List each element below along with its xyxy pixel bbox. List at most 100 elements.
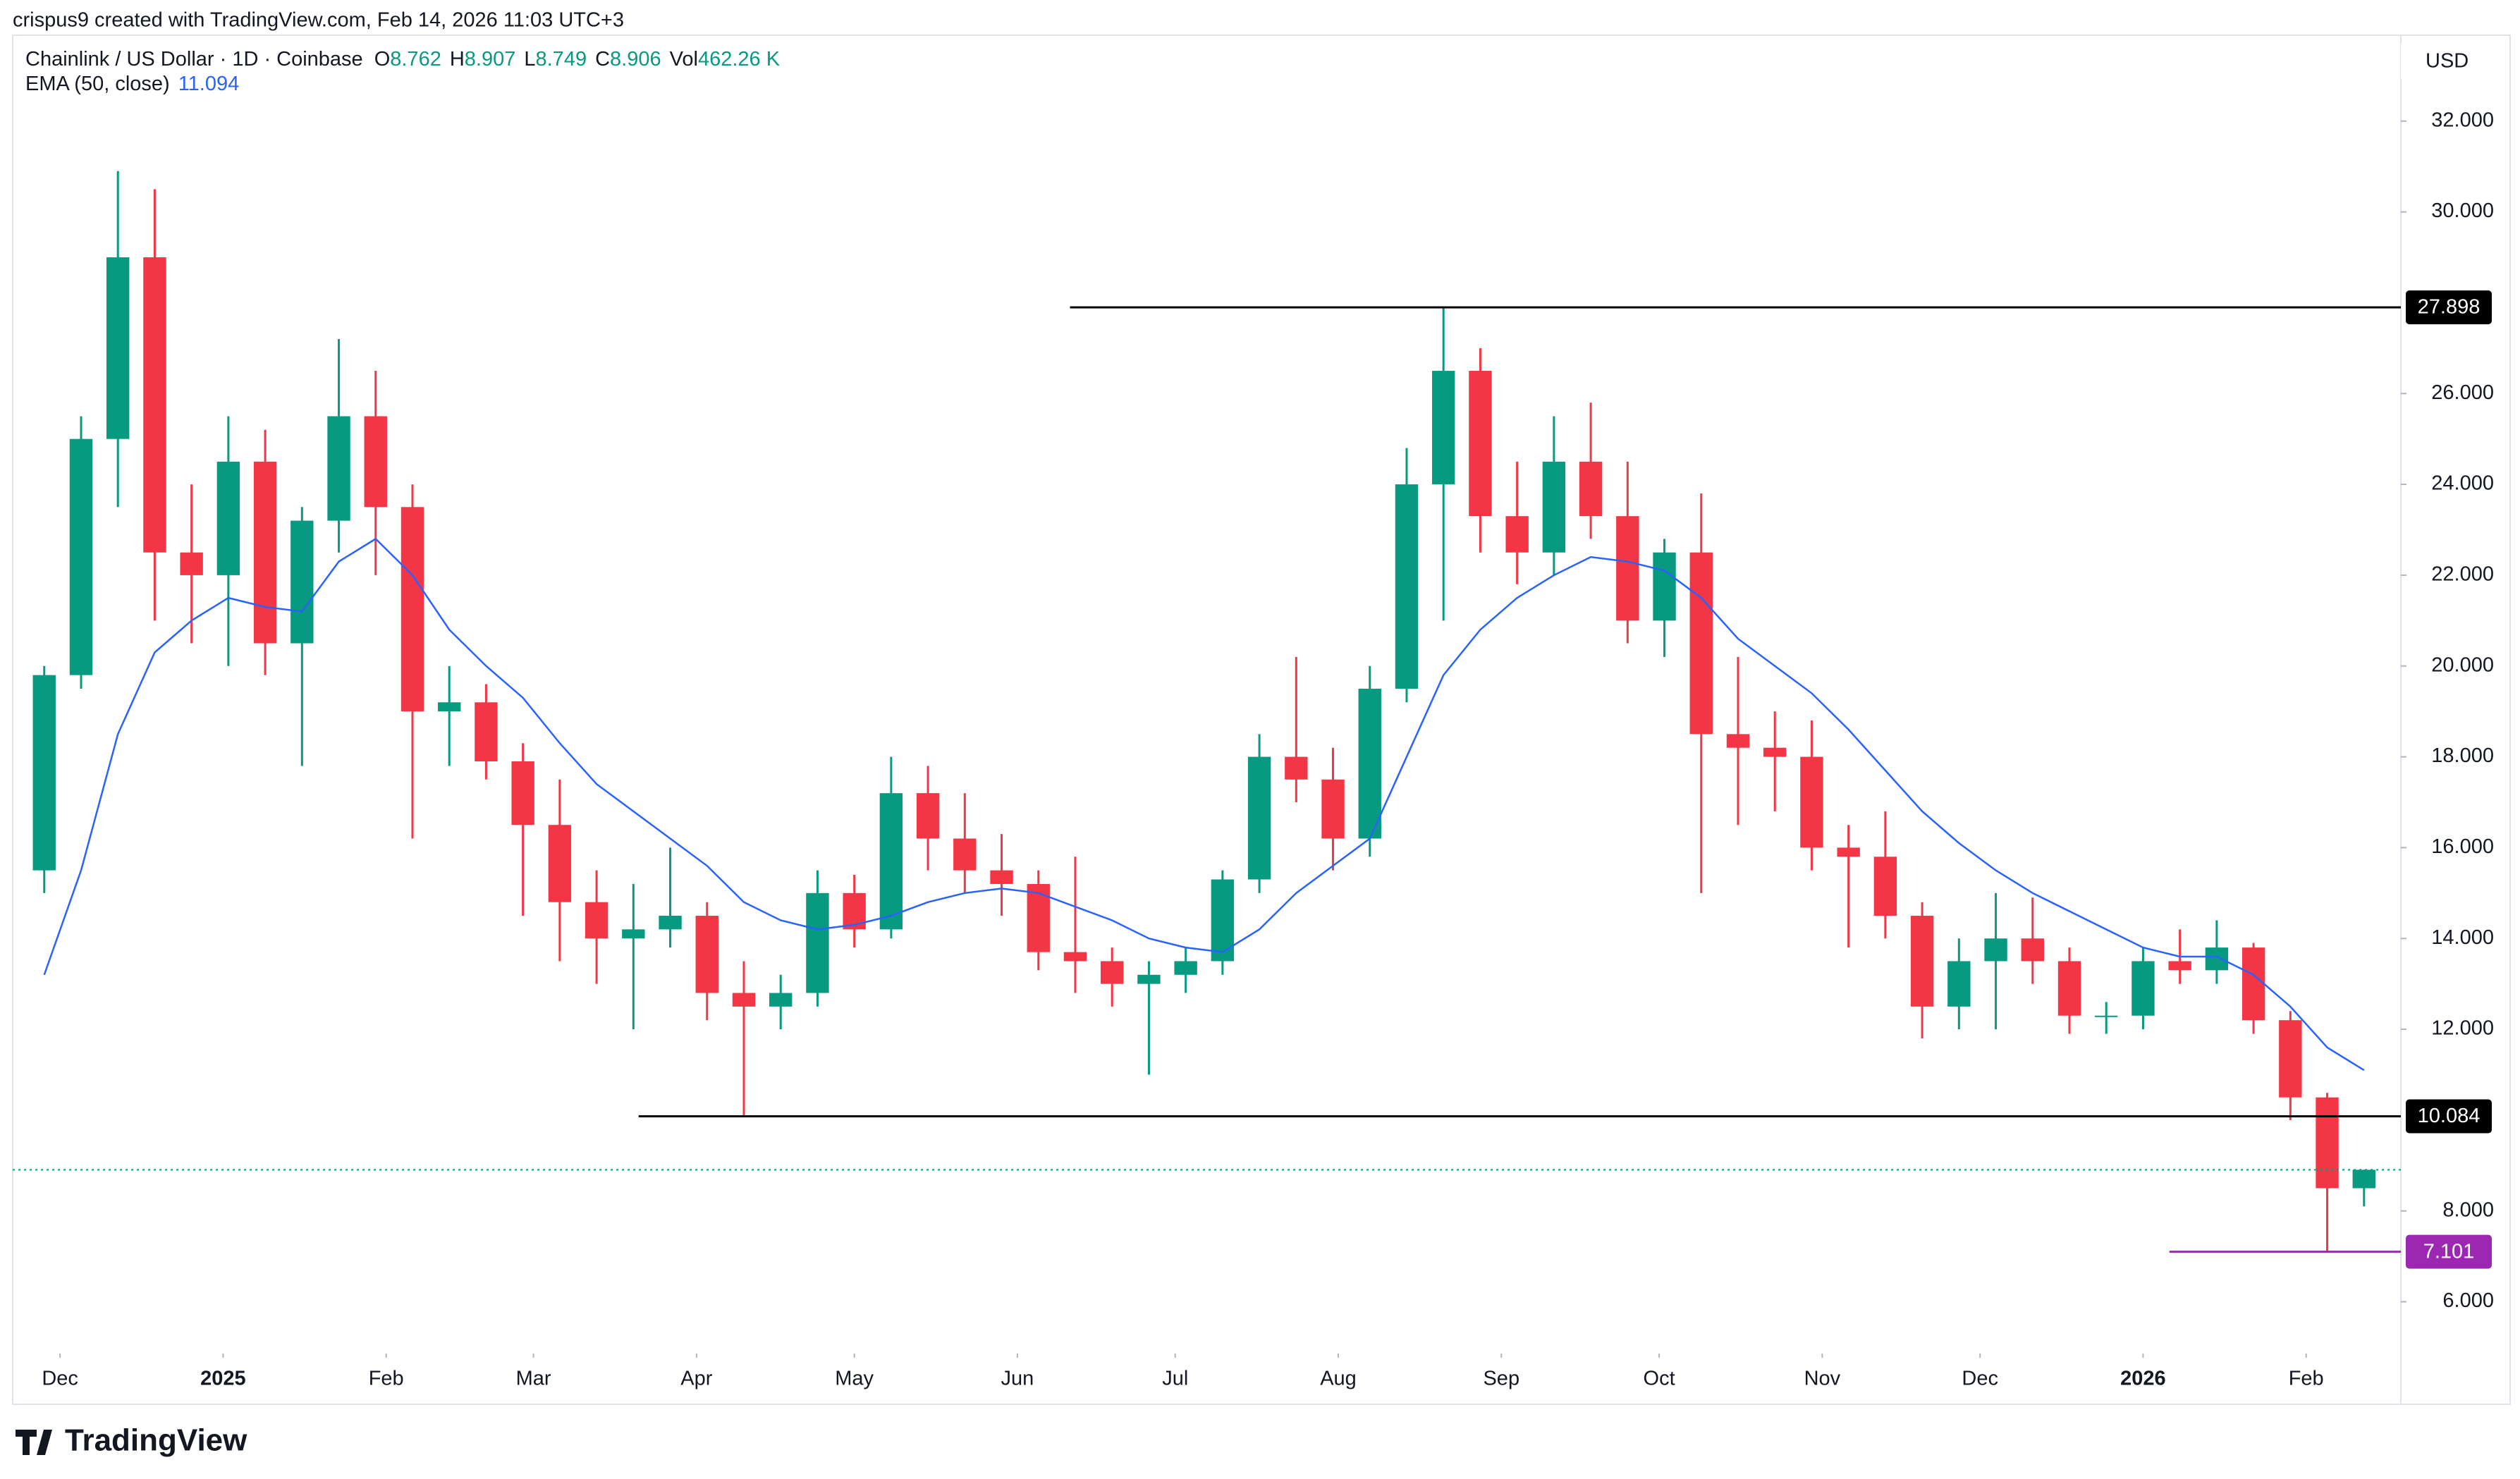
candle-body [732,993,756,1007]
quote-value: 8.907 [465,48,516,70]
legend: Chainlink / US Dollar · 1D · Coinbase O8.… [25,48,781,70]
currency: USD [2426,50,2469,73]
x-tick-label: Aug [1320,1368,1357,1390]
level-label-box [2406,1234,2492,1269]
x-tick-label: Apr [680,1368,712,1390]
candle-body [1984,938,2007,962]
candle-body [695,916,718,993]
x-tick-label: May [835,1368,874,1390]
x-tick-label: Feb [2289,1368,2324,1390]
x-tick-label: Feb [369,1368,404,1390]
candle-body [2168,961,2191,971]
candle-body [806,892,829,993]
candle-body [1947,961,1971,1007]
y-tick-label: 14.000 [2431,926,2494,949]
panel-frame [12,35,2511,1405]
x-tick-label: Mar [516,1368,551,1390]
level-label-box [2406,1099,2492,1134]
candle-body [180,552,203,575]
y-tick-label: 18.000 [2431,744,2494,767]
candle-body [438,702,461,712]
candle-body [1505,516,1529,553]
candle-body [364,416,387,508]
y-tick-label: 24.000 [2431,472,2494,495]
level-label: 27.898 [2418,296,2481,319]
candle-body [548,825,572,902]
x-tick-label: 2025 [200,1368,246,1390]
candle-body [2352,1170,2375,1189]
x-tick-label: 2026 [2120,1368,2166,1390]
x-tick-label: Sep [1483,1368,1519,1390]
quote-key: O [374,48,391,70]
candle-body [1063,952,1087,962]
candle-body [69,438,93,675]
y-tick-label: 26.000 [2431,381,2494,404]
x-tick-label: Jul [1162,1368,1188,1390]
quote-key: Vol [670,48,698,70]
candle-body [327,416,350,521]
candle-body [585,902,608,939]
candle-body [916,793,940,839]
candle-body [32,675,56,871]
quote-value: 8.762 [390,48,441,70]
candle-body [1726,734,1750,748]
candle-body [2131,961,2155,1016]
quote-key: H [450,48,465,70]
quote-value: 462.26 K [698,48,781,70]
x-tick-label: Oct [1644,1368,1675,1390]
candle-body [1873,857,1897,916]
y-tick-label: 8.000 [2442,1198,2494,1221]
ema-line [43,537,2365,1072]
y-tick-label: 30.000 [2431,200,2494,222]
y-tick-label: 32.000 [2431,109,2494,131]
quote-value: 8.906 [610,48,661,70]
quote-key: L [524,48,535,70]
candle-body [879,793,903,930]
y-tick-label: 12.000 [2431,1017,2494,1040]
level-label: 7.101 [2423,1240,2475,1263]
y-tick-label: 16.000 [2431,835,2494,858]
plot [32,171,2375,1252]
candle-body [216,461,240,575]
brand: TradingView [65,1423,247,1458]
level-label-box [2406,290,2492,324]
x-tick-label: Dec [1962,1368,1998,1390]
candle-body [990,870,1013,884]
candle-body [659,916,682,930]
candle-body [1285,756,1308,780]
candle-body [1395,484,1419,689]
candle-body [843,892,866,930]
legend-ema: EMA (50, close) 11.094 [25,73,239,95]
candle-body [2279,1020,2302,1098]
candle-body [511,761,534,826]
ema-value: 11.094 [178,73,240,95]
candle-body [253,461,277,644]
candle-body [1101,961,1124,984]
x-tick-label: Dec [42,1368,78,1390]
candle-body [1358,688,1381,839]
candle-body [143,257,166,553]
candle-body [1211,879,1235,962]
symbol: Chainlink / US Dollar · 1D · Coinbase [25,48,363,70]
candle-body [400,507,424,712]
candle-body [1469,371,1492,517]
y-tick-label: 22.000 [2431,563,2494,586]
quote-value: 8.749 [536,48,587,70]
y-tick-label: 20.000 [2431,653,2494,676]
candle-body [2057,961,2081,1016]
candle-body [475,702,498,762]
candle-body [2095,1015,2118,1017]
candle-body [1763,747,1787,757]
quote-key: C [595,48,610,70]
candle-body [2205,947,2229,971]
currency-box [2401,44,2500,79]
candle-body [1174,961,1197,975]
credit: crispus9 created with TradingView.com, F… [13,9,624,32]
candle-body [2241,947,2265,1021]
candle-body [1837,847,1860,857]
y-tick-label: 6.000 [2442,1289,2494,1312]
candle-body [106,257,130,439]
candle-body [1579,461,1603,517]
candle-body [953,838,977,871]
